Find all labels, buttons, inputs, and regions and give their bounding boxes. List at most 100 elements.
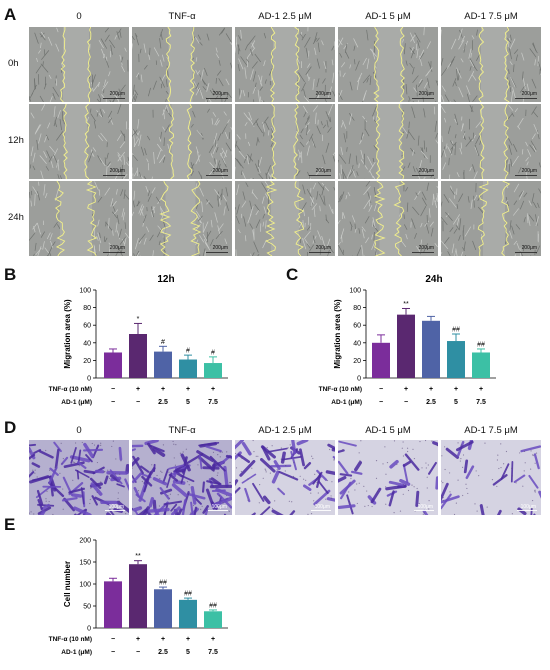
scale-label: 200μm	[522, 245, 537, 251]
panel-label-d: D	[4, 418, 16, 438]
scale-label: 100μm	[418, 504, 433, 510]
tnf-mark: +	[186, 636, 190, 643]
scale-label: 200μm	[419, 168, 434, 174]
y-tick-label: 80	[83, 305, 91, 312]
wound-image: 200μm	[338, 181, 438, 256]
ad1-mark: 2.5	[426, 399, 436, 406]
y-tick-label: 20	[83, 358, 91, 365]
scale-label: 200μm	[316, 91, 331, 97]
wound-image: 200μm	[235, 27, 335, 102]
y-tick-label: 0	[87, 626, 91, 633]
wound-col-header: AD-1 2.5 μM	[235, 11, 335, 22]
tnf-mark: +	[136, 386, 140, 393]
ad1-mark: −	[136, 399, 140, 406]
tnf-mark: −	[111, 386, 115, 393]
panel-label-c: C	[286, 265, 298, 285]
bar	[397, 315, 415, 378]
scale-label: 200μm	[419, 91, 434, 97]
bar	[422, 321, 440, 378]
ad1-mark: −	[379, 399, 383, 406]
wound-image: 200μm	[132, 181, 232, 256]
y-tick-label: 100	[79, 582, 91, 589]
ad1-row-label: AD-1 (μM)	[61, 649, 92, 656]
significance-label: ##	[477, 341, 485, 348]
ad1-mark: 2.5	[158, 649, 168, 656]
wound-col-header: TNF-α	[132, 11, 232, 22]
significance-label: *	[137, 316, 140, 323]
wound-col-header: 0	[29, 11, 129, 22]
wound-col-header: AD-1 5 μM	[338, 11, 438, 22]
significance-label: ##	[159, 580, 167, 587]
y-tick-label: 50	[83, 604, 91, 611]
ad1-mark: 7.5	[208, 649, 218, 656]
transwell-image: 100μm	[29, 440, 129, 515]
ad1-mark: 5	[454, 399, 458, 406]
scale-label: 200μm	[110, 91, 125, 97]
significance-label: **	[135, 553, 141, 560]
transwell-image: 100μm	[235, 440, 335, 515]
wound-image: 200μm	[29, 104, 129, 179]
bar	[204, 363, 222, 378]
wound-image: 200μm	[441, 181, 541, 256]
y-axis-label: Cell number	[63, 561, 72, 607]
ad1-mark: −	[111, 649, 115, 656]
y-axis-label: Migration area (%)	[333, 299, 342, 369]
tnf-mark: +	[186, 386, 190, 393]
bar	[179, 600, 197, 628]
wound-image: 200μm	[29, 181, 129, 256]
wound-image: 200μm	[132, 27, 232, 102]
scale-label: 200μm	[110, 168, 125, 174]
transwell-col-header: AD-1 7.5 μM	[441, 425, 541, 436]
ad1-row-label: AD-1 (μM)	[331, 399, 362, 406]
wound-image: 200μm	[132, 104, 232, 179]
tnf-mark: +	[161, 386, 165, 393]
wound-image: 200μm	[338, 104, 438, 179]
significance-label: ##	[184, 591, 192, 598]
tnf-mark: −	[111, 636, 115, 643]
bar	[204, 611, 222, 628]
scale-label: 200μm	[316, 245, 331, 251]
tnf-mark: +	[161, 636, 165, 643]
significance-label: #	[161, 339, 165, 346]
y-tick-label: 80	[353, 305, 361, 312]
bar	[179, 360, 197, 378]
scale-label: 200μm	[522, 168, 537, 174]
bar	[447, 341, 465, 378]
significance-label: ##	[209, 602, 217, 609]
wound-image: 200μm	[235, 104, 335, 179]
ad1-row-label: AD-1 (μM)	[61, 399, 92, 406]
bar	[154, 352, 172, 378]
bar	[472, 352, 490, 378]
transwell-col-header: 0	[29, 425, 129, 436]
bar	[129, 564, 147, 628]
ad1-mark: 5	[186, 399, 190, 406]
scale-label: 200μm	[316, 168, 331, 174]
scale-label: 100μm	[315, 504, 330, 510]
transwell-image: 100μm	[338, 440, 438, 515]
ad1-mark: −	[404, 399, 408, 406]
bar	[104, 352, 122, 378]
tnf-mark: +	[211, 386, 215, 393]
y-axis-label: Migration area (%)	[63, 299, 72, 369]
tnf-row-label: TNF-α (10 nM)	[49, 386, 92, 393]
y-tick-label: 40	[353, 340, 361, 347]
wound-row-header: 24h	[8, 212, 24, 223]
y-tick-label: 0	[87, 376, 91, 383]
tnf-mark: +	[404, 386, 408, 393]
transwell-col-header: TNF-α	[132, 425, 232, 436]
wound-row-header: 12h	[8, 135, 24, 146]
significance-label: ##	[452, 327, 460, 334]
significance-label: #	[211, 349, 215, 356]
tnf-mark: +	[136, 636, 140, 643]
wound-image: 200μm	[235, 181, 335, 256]
tnf-mark: +	[211, 636, 215, 643]
y-tick-label: 150	[79, 560, 91, 567]
scale-label: 100μm	[109, 504, 124, 510]
tnf-mark: +	[479, 386, 483, 393]
wound-image: 200μm	[29, 27, 129, 102]
scale-label: 100μm	[521, 504, 536, 510]
transwell-col-header: AD-1 5 μM	[338, 425, 438, 436]
